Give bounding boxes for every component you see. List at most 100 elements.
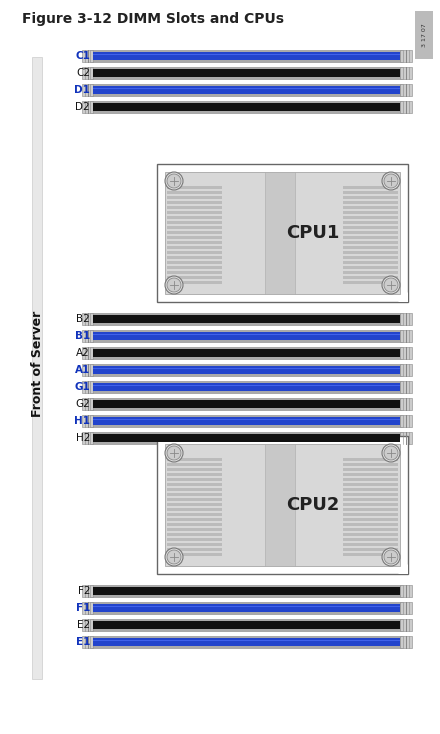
Circle shape bbox=[382, 172, 400, 190]
Bar bbox=[32, 57, 42, 679]
Bar bbox=[167, 458, 222, 461]
Text: F2: F2 bbox=[77, 586, 90, 596]
Bar bbox=[167, 473, 222, 476]
Bar bbox=[167, 211, 222, 214]
Bar bbox=[167, 261, 222, 264]
Circle shape bbox=[167, 278, 181, 292]
Bar bbox=[91, 415, 402, 427]
Bar bbox=[82, 101, 93, 113]
Bar bbox=[93, 604, 400, 612]
Bar bbox=[82, 347, 93, 359]
Bar bbox=[343, 221, 398, 224]
Bar bbox=[343, 483, 398, 486]
Bar bbox=[167, 513, 222, 516]
Bar bbox=[343, 463, 398, 466]
Bar bbox=[82, 84, 93, 96]
Bar bbox=[157, 164, 408, 302]
Text: CPU1: CPU1 bbox=[286, 224, 339, 242]
Bar bbox=[91, 381, 402, 393]
Bar bbox=[93, 621, 400, 629]
Bar bbox=[167, 503, 222, 506]
Bar bbox=[343, 498, 398, 501]
Bar bbox=[91, 347, 402, 359]
Bar bbox=[93, 434, 400, 442]
Bar bbox=[167, 221, 222, 224]
Bar bbox=[167, 231, 222, 234]
Bar bbox=[93, 587, 400, 595]
Bar bbox=[343, 216, 398, 219]
Bar bbox=[91, 313, 402, 325]
Bar bbox=[91, 101, 402, 113]
Text: D1: D1 bbox=[74, 85, 90, 95]
Bar bbox=[167, 246, 222, 249]
Bar bbox=[91, 602, 402, 614]
Bar bbox=[343, 473, 398, 476]
Bar bbox=[167, 266, 222, 269]
Bar bbox=[93, 332, 400, 340]
Bar bbox=[167, 553, 222, 556]
Bar bbox=[343, 533, 398, 536]
Text: G2: G2 bbox=[75, 399, 90, 409]
Bar bbox=[400, 364, 412, 376]
Bar bbox=[167, 271, 222, 274]
Bar bbox=[165, 172, 400, 294]
Bar bbox=[93, 88, 400, 90]
Bar bbox=[343, 538, 398, 541]
Bar bbox=[91, 364, 402, 376]
Bar bbox=[93, 385, 400, 386]
Circle shape bbox=[167, 174, 181, 188]
Text: A2: A2 bbox=[76, 348, 90, 358]
Bar bbox=[167, 201, 222, 204]
Bar bbox=[343, 241, 398, 244]
Circle shape bbox=[165, 444, 183, 462]
Text: D2: D2 bbox=[75, 102, 90, 112]
Bar bbox=[167, 241, 222, 244]
Circle shape bbox=[384, 278, 398, 292]
Bar bbox=[400, 50, 412, 62]
Text: 3 17 07: 3 17 07 bbox=[422, 23, 426, 47]
Text: CPU2: CPU2 bbox=[286, 496, 339, 514]
Bar bbox=[400, 381, 412, 393]
Bar bbox=[343, 271, 398, 274]
Bar bbox=[91, 84, 402, 96]
Bar bbox=[343, 503, 398, 506]
Circle shape bbox=[167, 446, 181, 460]
Text: Front of Server: Front of Server bbox=[30, 311, 44, 417]
Bar bbox=[167, 251, 222, 254]
Bar bbox=[165, 444, 400, 566]
Bar bbox=[343, 508, 398, 511]
Bar bbox=[343, 488, 398, 491]
Bar bbox=[400, 347, 412, 359]
Bar bbox=[343, 523, 398, 526]
Bar bbox=[343, 196, 398, 199]
Bar bbox=[343, 231, 398, 234]
Bar bbox=[91, 67, 402, 79]
Bar bbox=[91, 585, 402, 597]
Bar bbox=[93, 54, 400, 55]
Bar bbox=[167, 483, 222, 486]
Bar bbox=[167, 478, 222, 481]
Bar bbox=[82, 619, 93, 631]
Bar bbox=[82, 364, 93, 376]
Bar bbox=[400, 101, 412, 113]
Bar bbox=[343, 468, 398, 471]
Bar bbox=[343, 246, 398, 249]
Bar bbox=[91, 432, 402, 444]
Bar bbox=[343, 261, 398, 264]
Circle shape bbox=[167, 550, 181, 564]
Bar bbox=[93, 86, 400, 94]
Bar bbox=[343, 236, 398, 239]
Bar bbox=[82, 415, 93, 427]
Bar bbox=[265, 172, 295, 294]
Text: E2: E2 bbox=[77, 620, 90, 630]
Bar bbox=[167, 186, 222, 189]
Bar bbox=[167, 493, 222, 496]
Circle shape bbox=[384, 446, 398, 460]
Bar bbox=[343, 206, 398, 209]
Bar bbox=[343, 548, 398, 551]
Bar bbox=[400, 636, 412, 648]
Bar bbox=[343, 191, 398, 194]
Bar bbox=[167, 256, 222, 259]
Bar bbox=[93, 417, 400, 425]
Bar bbox=[93, 52, 400, 60]
